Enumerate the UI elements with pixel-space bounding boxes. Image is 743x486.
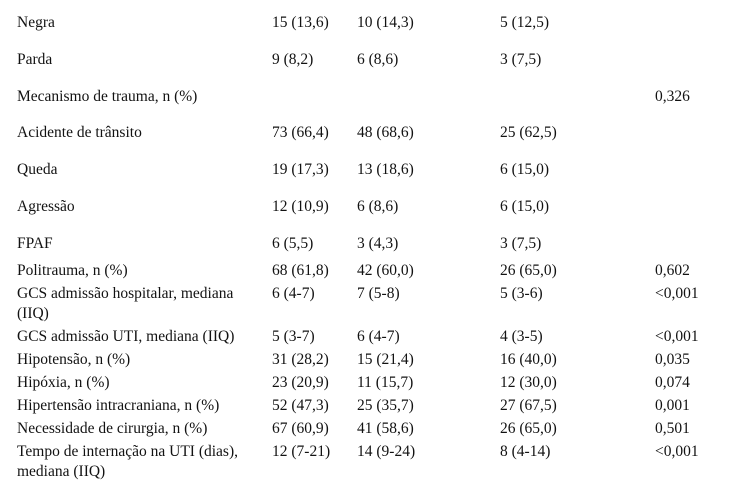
cell-value-col1: 6 (5,5): [272, 234, 314, 252]
cell-value-col3: 16 (40,0): [500, 351, 557, 369]
row-label: Necessidade de cirurgia, n (%): [17, 420, 208, 438]
cell-p-value: <0,001: [655, 443, 699, 461]
cell-value-col3: 26 (65,0): [500, 262, 557, 280]
row-label: Queda: [17, 161, 58, 179]
row-label: Negra: [17, 14, 55, 31]
cell-value-col3: 5 (3-6): [500, 285, 543, 303]
cell-value-col2: 25 (35,7): [357, 397, 414, 415]
row-label: Mecanismo de trauma, n (%): [17, 87, 198, 105]
cell-value-col1: 12 (10,9): [272, 197, 329, 215]
table-row: Hipotensão, n (%) 31 (28,2) 15 (21,4) 16…: [17, 349, 743, 372]
cell-value-col3: 5 (12,5): [500, 14, 550, 31]
cell-value-col1: 12 (7-21): [272, 443, 331, 461]
row-label: Hipóxia, n (%): [17, 374, 110, 392]
cell-value-col2: 11 (15,7): [357, 374, 414, 392]
cell-value-col1: 5 (3-7): [272, 328, 315, 346]
table-row: GCS admissão UTI, mediana (IIQ) 5 (3-7) …: [17, 326, 743, 349]
table-row: FPAF 6 (5,5) 3 (4,3) 3 (7,5): [17, 234, 743, 260]
cell-value-col1: 67 (60,9): [272, 420, 329, 438]
row-label: Politrauma, n (%): [17, 262, 128, 280]
cell-value-col3: 3 (7,5): [500, 234, 542, 252]
table-row: Politrauma, n (%) 68 (61,8) 42 (60,0) 26…: [17, 260, 743, 283]
cell-value-col2: 15 (21,4): [357, 351, 414, 369]
cell-value-col2: 7 (5-8): [357, 285, 400, 303]
row-label: Hipotensão, n (%): [17, 351, 131, 369]
row-label: Agressão: [17, 197, 75, 215]
row-label: Tempo de internação na UTI (dias), media…: [17, 443, 238, 481]
table-row: Tempo de internação na UTI (dias), media…: [17, 441, 743, 484]
cell-value-col2: 41 (58,6): [357, 420, 414, 438]
cell-p-value: <0,001: [655, 285, 699, 303]
row-label: FPAF: [17, 234, 53, 252]
cell-value-col1: 52 (47,3): [272, 397, 329, 415]
cell-value-col2: 14 (9-24): [357, 443, 416, 461]
cell-value-col1: 15 (13,6): [272, 14, 329, 31]
cell-p-value: 0,001: [655, 397, 690, 415]
table-row: Necessidade de cirurgia, n (%) 67 (60,9)…: [17, 418, 743, 441]
cell-value-col3: 26 (65,0): [500, 420, 557, 438]
cell-value-col3: 3 (7,5): [500, 50, 542, 68]
cell-value-col2: 6 (4-7): [357, 328, 400, 346]
cell-p-value: <0,001: [655, 328, 699, 346]
cell-value-col3: 6 (15,0): [500, 161, 550, 179]
cell-value-col1: 9 (8,2): [272, 50, 314, 68]
cell-value-col1: 23 (20,9): [272, 374, 329, 392]
cell-p-value: 0,326: [655, 87, 690, 105]
table-row: Hipertensão intracraniana, n (%) 52 (47,…: [17, 395, 743, 418]
cell-value-col1: 31 (28,2): [272, 351, 329, 369]
cell-value-col2: 6 (8,6): [357, 50, 399, 68]
cell-value-col2: 13 (18,6): [357, 161, 414, 179]
table-row: GCS admissão hospitalar, mediana (IIQ) 6…: [17, 283, 743, 326]
table-row: Mecanismo de trauma, n (%) 0,326: [17, 87, 743, 124]
row-label: Parda: [17, 50, 53, 68]
cell-value-col3: 12 (30,0): [500, 374, 557, 392]
cell-value-col2: 10 (14,3): [357, 14, 414, 31]
table-row: Parda 9 (8,2) 6 (8,6) 3 (7,5): [17, 50, 743, 87]
cell-value-col1: 68 (61,8): [272, 262, 329, 280]
cell-value-col3: 4 (3-5): [500, 328, 543, 346]
table-row: Agressão 12 (10,9) 6 (8,6) 6 (15,0): [17, 197, 743, 234]
cell-value-col3: 8 (4-14): [500, 443, 551, 461]
row-label: GCS admissão hospitalar, mediana (IIQ): [17, 285, 234, 323]
cell-value-col1: 19 (17,3): [272, 161, 329, 179]
cell-p-value: 0,035: [655, 351, 690, 369]
table-row: Acidente de trânsito 73 (66,4) 48 (68,6)…: [17, 123, 743, 160]
cell-value-col1: 73 (66,4): [272, 124, 329, 142]
row-label: Acidente de trânsito: [17, 124, 142, 142]
table-row: Hipóxia, n (%) 23 (20,9) 11 (15,7) 12 (3…: [17, 372, 743, 395]
cell-value-col3: 25 (62,5): [500, 124, 557, 142]
cell-p-value: 0,602: [655, 262, 690, 280]
cell-value-col2: 3 (4,3): [357, 234, 399, 252]
cell-p-value: 0,074: [655, 374, 690, 392]
table-row: Negra 15 (13,6) 10 (14,3) 5 (12,5): [17, 13, 743, 50]
row-label: GCS admissão UTI, mediana (IIQ): [17, 328, 235, 346]
table-row: Queda 19 (17,3) 13 (18,6) 6 (15,0): [17, 160, 743, 197]
cell-value-col1: 6 (4-7): [272, 285, 315, 303]
cell-value-col2: 42 (60,0): [357, 262, 414, 280]
cell-p-value: 0,501: [655, 420, 690, 438]
cell-value-col2: 6 (8,6): [357, 197, 399, 215]
cell-value-col2: 48 (68,6): [357, 124, 414, 142]
cell-value-col3: 27 (67,5): [500, 397, 557, 415]
cell-value-col3: 6 (15,0): [500, 197, 550, 215]
row-label: Hipertensão intracraniana, n (%): [17, 397, 220, 415]
